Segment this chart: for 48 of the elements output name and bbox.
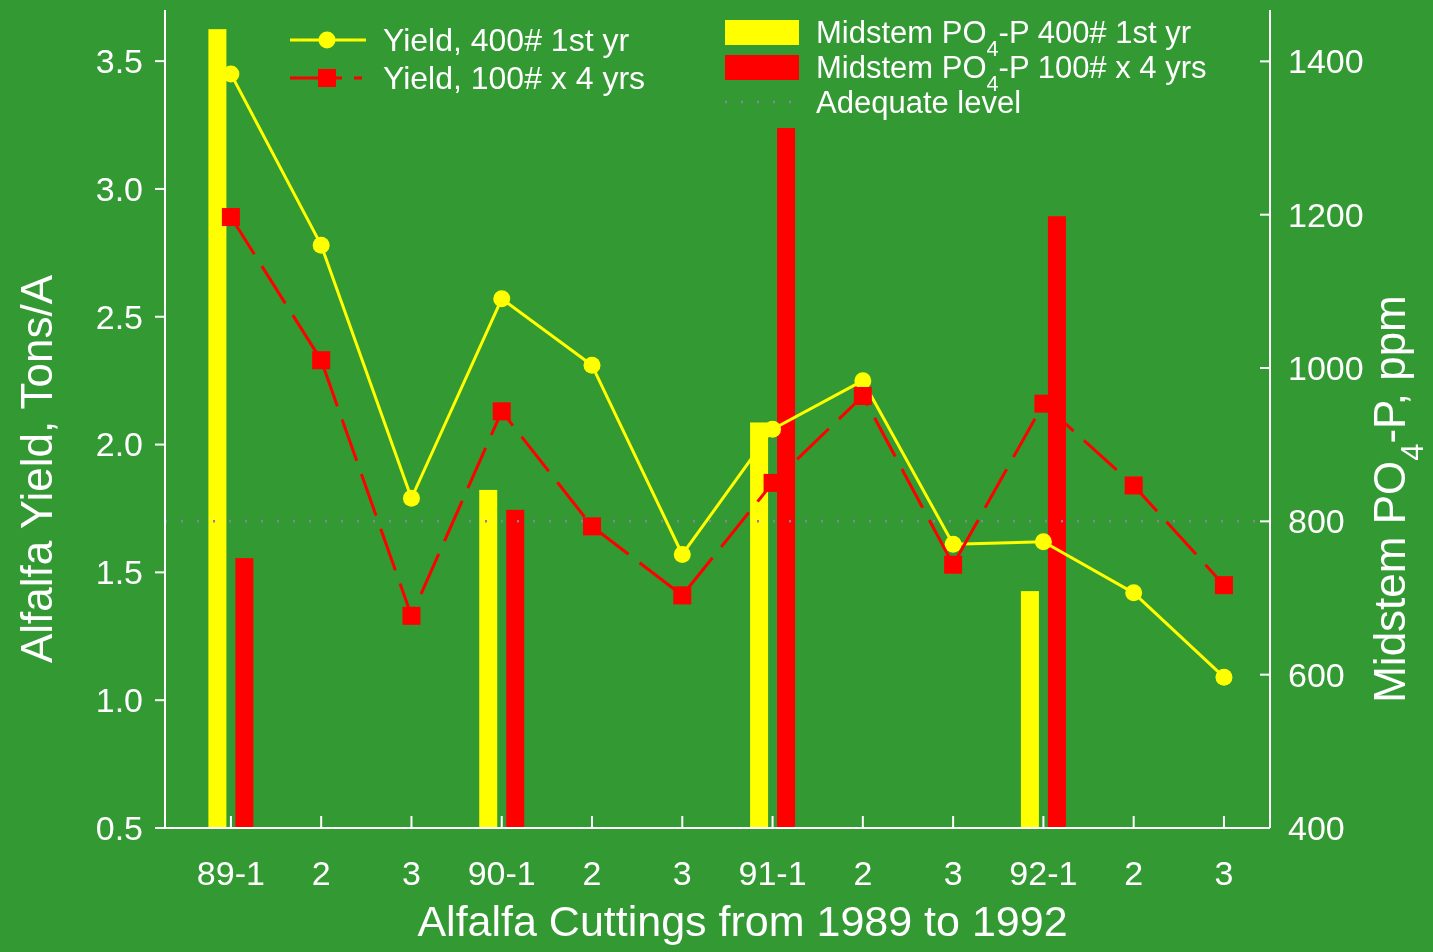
y2-tick-label: 400	[1288, 808, 1345, 847]
point	[944, 535, 962, 553]
x-axis-title: Alfalfa Cuttings from 1989 to 1992	[417, 897, 1068, 945]
y-tick-label: 0.5	[95, 808, 143, 847]
x-tick-label: 92-1	[1009, 854, 1078, 892]
point	[221, 208, 240, 227]
point	[583, 517, 602, 536]
point	[583, 356, 601, 374]
y-tick-label: 2.5	[95, 297, 143, 336]
point	[1215, 668, 1233, 686]
legend-label: Yield, 100# x 4 yrs	[383, 60, 646, 97]
x-tick-label: 2	[853, 854, 873, 892]
y-tick-label: 3.0	[95, 169, 143, 208]
x-tick-label: 3	[1214, 854, 1234, 892]
y2-tick-label: 1000	[1288, 348, 1364, 387]
x-tick-label: 91-1	[738, 854, 807, 892]
point	[312, 351, 331, 370]
x-tick-label: 3	[402, 854, 421, 892]
y-tick-label: 1.0	[95, 681, 143, 720]
y2-tick-label: 800	[1288, 502, 1345, 541]
point	[1125, 584, 1143, 602]
point	[402, 489, 420, 507]
point	[312, 236, 330, 254]
point	[673, 545, 691, 563]
y-axis-title: Alfalfa Yield, Tons/A	[12, 274, 61, 664]
point	[673, 586, 692, 605]
y2-tick-label: 1200	[1288, 195, 1364, 234]
x-tick-label: 2	[1124, 854, 1144, 892]
y-tick-label: 2.0	[95, 425, 143, 464]
point	[493, 290, 511, 308]
y2-tick-label: 1400	[1288, 42, 1364, 81]
point	[1214, 576, 1233, 595]
x-tick-label: 90-1	[467, 854, 536, 892]
x-tick-label: 89-1	[196, 854, 265, 892]
point	[1124, 476, 1143, 495]
y2-tick-label: 600	[1288, 655, 1345, 694]
y-tick-label: 3.5	[95, 42, 143, 81]
point	[492, 402, 511, 421]
x-tick-label: 2	[311, 854, 331, 892]
x-tick-label: 3	[943, 854, 963, 892]
point	[853, 386, 872, 405]
x-tick-label: 2	[582, 854, 602, 892]
point	[1034, 533, 1052, 551]
x-tick-label: 3	[672, 854, 692, 892]
legend-label: Yield, 400# 1st yr	[383, 22, 630, 59]
y-tick-label: 1.5	[95, 553, 143, 592]
point	[402, 606, 421, 625]
point	[944, 555, 963, 574]
